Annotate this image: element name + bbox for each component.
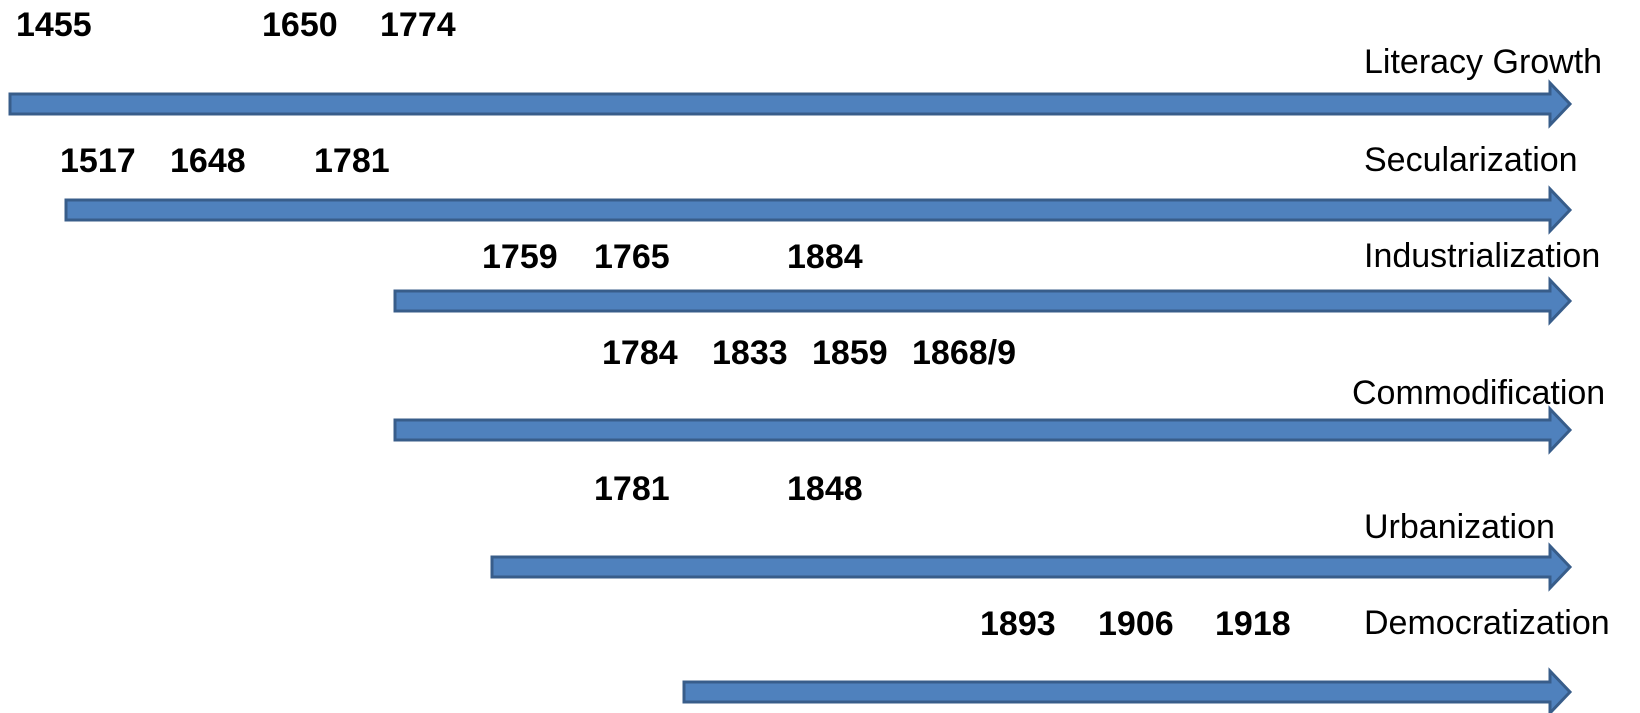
- timeline-arrow-democratization: [682, 667, 1573, 713]
- year-label: 1759: [482, 238, 558, 276]
- timeline-label-urbanization: Urbanization: [1364, 508, 1555, 546]
- year-label: 1455: [16, 6, 92, 44]
- year-label: 1884: [787, 238, 863, 276]
- year-label: 1868/9: [912, 334, 1016, 372]
- arrow-shape: [8, 79, 1573, 129]
- timeline-label-secularization: Secularization: [1364, 141, 1578, 179]
- year-label: 1848: [787, 470, 863, 508]
- year-label: 1765: [594, 238, 670, 276]
- arrow-shape: [682, 667, 1573, 713]
- year-label: 1774: [380, 6, 456, 44]
- timeline-label-industrialization: Industrialization: [1364, 237, 1601, 275]
- arrow-shape: [64, 185, 1573, 235]
- arrow-shape: [393, 405, 1573, 455]
- timeline-arrow-urbanization: [490, 542, 1573, 592]
- year-label: 1906: [1098, 605, 1174, 643]
- year-label: 1784: [602, 334, 678, 372]
- year-label: 1781: [594, 470, 670, 508]
- year-label: 1648: [170, 142, 246, 180]
- timeline-label-commodification: Commodification: [1352, 374, 1606, 412]
- year-label: 1833: [712, 334, 788, 372]
- timeline-arrow-secularization: [64, 185, 1573, 235]
- year-label: 1781: [314, 142, 390, 180]
- timeline-arrow-industrialization: [393, 276, 1573, 326]
- year-label: 1650: [262, 6, 338, 44]
- timeline-label-literacy-growth: Literacy Growth: [1364, 43, 1603, 81]
- year-label: 1918: [1215, 605, 1291, 643]
- year-label: 1893: [980, 605, 1056, 643]
- timeline-arrow-literacy-growth: [8, 79, 1573, 129]
- arrow-shape: [393, 276, 1573, 326]
- timeline-arrow-commodification: [393, 405, 1573, 455]
- year-label: 1517: [60, 142, 136, 180]
- year-label: 1859: [812, 334, 888, 372]
- timeline-label-democratization: Democratization: [1364, 604, 1610, 642]
- arrow-shape: [490, 542, 1573, 592]
